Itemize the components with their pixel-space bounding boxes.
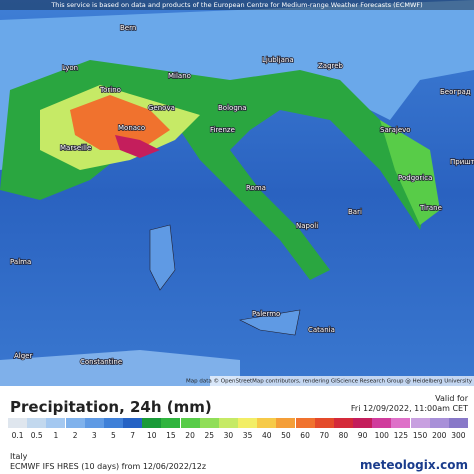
city-label: Bari xyxy=(348,208,362,216)
scale-label: 150 xyxy=(412,431,428,440)
city-label: Bern xyxy=(120,24,136,32)
scale-swatch xyxy=(314,418,334,428)
region: Italy xyxy=(10,452,28,461)
city-label: Lyon xyxy=(62,64,78,72)
scale-label: 1 xyxy=(53,431,59,440)
city-label: Београд xyxy=(440,88,471,96)
city-label: Constantine xyxy=(80,358,122,366)
legend-title: Precipitation, 24h (mm) xyxy=(10,398,212,416)
attribution-bar xyxy=(210,376,474,386)
scale-label: 10 xyxy=(146,431,157,440)
scale-swatch xyxy=(161,418,181,428)
city-label: Monaco xyxy=(118,124,145,132)
scale-label: 5 xyxy=(111,431,116,440)
scale-swatch xyxy=(46,418,66,428)
scale-label: 90 xyxy=(357,431,368,440)
precip-max xyxy=(115,135,160,158)
precip-orange xyxy=(70,95,170,150)
notice: This service is based on data and produc… xyxy=(50,1,422,9)
city-label: Palermo xyxy=(252,310,280,318)
precip-balkans xyxy=(380,120,440,225)
scale-swatch xyxy=(295,418,315,428)
city-label: Tirane xyxy=(419,204,442,212)
city-label: Napoli xyxy=(296,222,318,230)
scale-swatch xyxy=(410,418,430,428)
scale-label: 0.1 xyxy=(11,431,24,440)
city-label: Roma xyxy=(246,184,266,192)
scale-swatch xyxy=(429,418,449,428)
scale-swatch xyxy=(27,418,47,428)
scale-swatch xyxy=(180,418,200,428)
scale-label: 40 xyxy=(261,431,272,440)
scale-swatch xyxy=(257,418,277,428)
scale-swatch xyxy=(276,418,296,428)
city-label: Podgorica xyxy=(398,174,432,182)
city-label: Приштина xyxy=(450,158,474,166)
scale-swatch xyxy=(353,418,373,428)
brand: meteologix.com xyxy=(360,458,468,472)
city-label: Catania xyxy=(308,326,335,334)
scale-label: 20 xyxy=(185,431,195,440)
scale-label: 80 xyxy=(338,431,349,440)
scale-label: 0.5 xyxy=(30,431,43,440)
scale-label: 125 xyxy=(393,431,409,440)
scale-label: 300 xyxy=(451,431,466,440)
scale-label: 25 xyxy=(204,431,214,440)
notice-bar xyxy=(0,0,474,10)
scale-label: 100 xyxy=(374,431,389,440)
valid-label: Valid for xyxy=(435,394,468,403)
scale-swatch xyxy=(199,418,219,428)
scale-swatch xyxy=(123,418,143,428)
scale-swatch xyxy=(84,418,104,428)
city-label: Firenze xyxy=(210,126,235,134)
scale-label: 15 xyxy=(166,431,176,440)
scale-swatch xyxy=(448,418,468,428)
scale-label: 60 xyxy=(300,431,310,440)
scale-label: 35 xyxy=(242,431,253,440)
city-label: Genova xyxy=(148,104,175,112)
scale-swatch xyxy=(238,418,258,428)
scale-swatch xyxy=(372,418,392,428)
scale-swatch xyxy=(142,418,162,428)
city-label: Sarajevo xyxy=(380,126,411,134)
model-run: ECMWF IFS HRES (10 days) from 12/06/2022… xyxy=(10,462,207,471)
scale-label: 50 xyxy=(281,431,291,440)
map: Bern Lyon Torino Milano Monaco Genova Marseill… xyxy=(0,0,474,386)
attribution: Map data © OpenStreetMap contributors, r… xyxy=(186,378,473,385)
city-label: Alger xyxy=(14,352,32,360)
city-label: Milano xyxy=(168,72,191,80)
scale-label: 2 xyxy=(72,431,78,440)
scale-label: 200 xyxy=(432,431,447,440)
scale-swatch xyxy=(391,418,411,428)
valid-time: Fri 12/09/2022, 11:00am CET xyxy=(350,404,468,413)
city-label: Zagreb xyxy=(318,62,344,70)
city-label: Torino xyxy=(99,86,121,94)
africa xyxy=(0,350,240,386)
scale-label: 70 xyxy=(319,431,329,440)
scale-swatch xyxy=(65,418,85,428)
scale-label: 30 xyxy=(223,431,234,440)
scale-swatch xyxy=(103,418,123,428)
scale-swatch xyxy=(333,418,353,428)
color-scale: 0.1 0.5 1 2 3 5 7 10 15 20 25 30 35 40 50 60 70 80 90 100 12… xyxy=(8,418,468,444)
city-label: Marseille xyxy=(60,144,91,152)
sicily xyxy=(239,309,301,336)
city-label: Ljubljana xyxy=(262,56,294,64)
sardinia xyxy=(149,224,176,291)
scale-label: 7 xyxy=(130,431,135,440)
scale-swatch xyxy=(8,418,28,428)
scale-label: 3 xyxy=(91,431,97,440)
scale-swatch xyxy=(218,418,238,428)
city-label: Bologna xyxy=(218,104,246,112)
city-label: Palma xyxy=(10,258,31,266)
